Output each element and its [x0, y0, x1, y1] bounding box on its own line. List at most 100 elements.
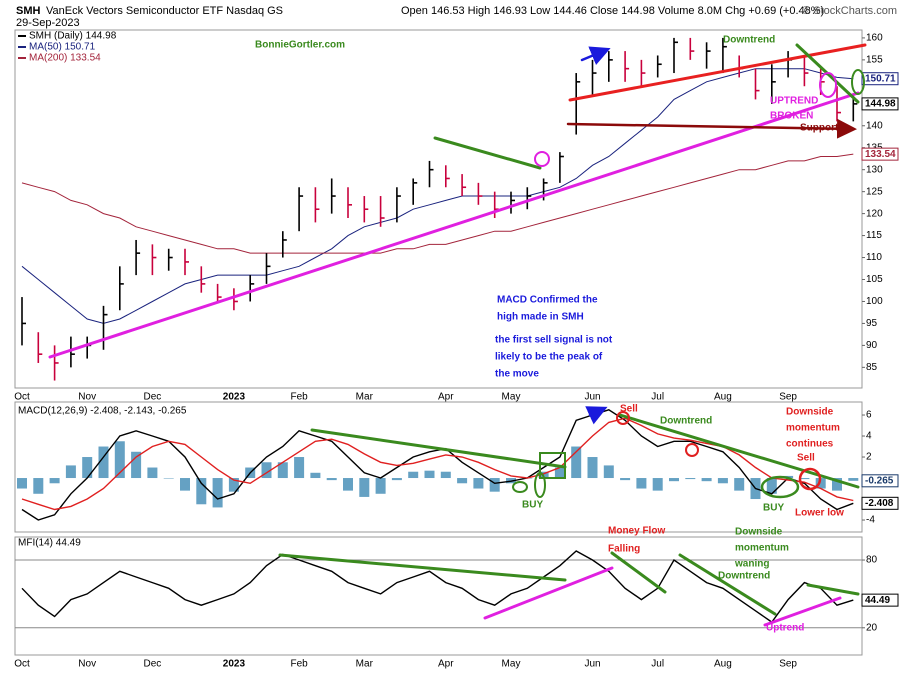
uptrend-line — [483, 566, 614, 620]
y-tick-label: 90 — [866, 340, 878, 351]
y-tick-label: 100 — [866, 296, 883, 307]
histogram-bar — [799, 478, 810, 480]
x-tick-label: Mar — [356, 392, 374, 403]
value-badge — [861, 496, 899, 510]
annotation: high made in SMH — [497, 312, 584, 323]
price-panel — [14, 29, 863, 389]
value-badge — [861, 474, 899, 488]
x-tick-label: May — [502, 659, 521, 670]
y-tick-label: 130 — [866, 164, 883, 175]
annotation: Sell — [620, 404, 638, 415]
annotation: UPTREND — [770, 96, 818, 107]
histogram-bar — [717, 478, 728, 484]
highlight-box — [539, 452, 566, 479]
histogram-bar — [343, 478, 353, 491]
histogram-bar — [603, 465, 614, 479]
y-tick-label: 115 — [866, 230, 882, 241]
histogram-bar — [636, 478, 647, 489]
histogram-bar — [163, 478, 174, 479]
annotation: likely to be the peak of — [495, 352, 603, 363]
marks: 859095100105110115120125130135140155160O… — [14, 31, 899, 670]
x-tick-label: Mar — [356, 659, 374, 670]
value-badge — [861, 147, 899, 161]
histogram-bar — [49, 478, 60, 484]
quote: Open 146.53 High 146.93 Low 144.46 Close… — [401, 5, 824, 17]
histogram-bar — [734, 478, 745, 491]
x-tick-label: Feb — [290, 392, 308, 403]
histogram-bar — [408, 471, 419, 479]
annotation: waning — [734, 559, 769, 570]
histogram-bar — [571, 446, 582, 479]
highlight-ellipse — [512, 481, 528, 493]
y-tick-label: 140 — [866, 120, 883, 131]
histogram-bar — [620, 478, 631, 481]
macd-panel — [14, 401, 863, 533]
histogram-bar — [114, 441, 125, 479]
histogram-bar — [359, 478, 370, 497]
x-tick-label: Apr — [438, 659, 454, 670]
x-tick-label: Oct — [14, 392, 30, 403]
y-tick-label: 125 — [866, 186, 883, 197]
x-tick-label: Nov — [78, 659, 96, 670]
annotation: the move — [495, 369, 539, 380]
histogram-bar — [98, 446, 109, 479]
y-tick-label: 6 — [866, 410, 872, 421]
source: © StockCharts.com — [802, 5, 897, 17]
drawings — [48, 43, 867, 627]
histogram-bar — [766, 478, 777, 494]
x-tick-label: Jun — [584, 392, 600, 403]
value-badge-label: -0.265 — [865, 475, 894, 486]
highlight-ellipse — [851, 69, 865, 95]
histogram-bar — [440, 471, 451, 479]
series-line — [21, 409, 854, 521]
series-line — [21, 68, 854, 324]
value-badge-label: 44.49 — [865, 595, 890, 606]
histogram-bar — [33, 478, 44, 494]
x-tick-label: Jul — [651, 392, 664, 403]
annotation: Sell — [797, 453, 815, 464]
y-tick-label: 95 — [866, 318, 878, 329]
date: 29-Sep-2023 — [16, 17, 80, 29]
support-arrow — [566, 118, 857, 139]
annotation: BonnieGortler.com — [255, 40, 345, 51]
histogram-bar — [669, 478, 679, 482]
histogram-bar — [701, 478, 712, 482]
histogram-bar — [17, 478, 27, 489]
annotation: momentum — [786, 423, 840, 434]
histogram-bar — [685, 478, 696, 480]
annotation: Support — [800, 123, 839, 134]
sell-circle — [616, 411, 630, 425]
y-tick-label: 4 — [866, 431, 872, 442]
blue-arrow — [580, 46, 611, 65]
annotation: Downtrend — [723, 35, 775, 46]
histogram-bar — [832, 478, 842, 491]
histogram-bar — [587, 457, 598, 479]
value-badge — [861, 97, 899, 111]
histogram-bar — [391, 478, 402, 481]
annotation: Downtrend — [718, 571, 770, 582]
histogram-bar — [652, 478, 663, 491]
x-tick-label: Dec — [144, 659, 162, 670]
sell-circle — [798, 467, 822, 491]
histogram-bar — [489, 478, 500, 492]
histogram-bar — [212, 478, 223, 508]
legend-label: SMH (Daily) 144.98 — [29, 31, 117, 42]
annotations: BonnieGortler.com DowntrendUPTRENDBROKENS… — [255, 35, 844, 634]
green-trend-line — [278, 553, 567, 582]
annotation: BUY — [763, 503, 784, 514]
value-badge-label: 144.98 — [865, 99, 896, 110]
annotation: the first sell signal is not — [495, 335, 613, 346]
histogram-bar — [65, 465, 76, 479]
histogram-bar — [815, 478, 826, 489]
highlight-circle — [534, 151, 550, 167]
histogram-bar — [147, 467, 158, 479]
annotation: continues — [786, 439, 834, 450]
annotation: Lower low — [795, 508, 844, 519]
series-line — [21, 153, 854, 254]
green-trend-line — [310, 428, 567, 469]
ticker: SMH — [16, 5, 41, 17]
value-badge-label: 133.54 — [865, 149, 896, 160]
y-tick-label: 155 — [866, 55, 883, 66]
highlight-ellipse — [819, 72, 837, 98]
histogram-bar — [457, 478, 468, 484]
